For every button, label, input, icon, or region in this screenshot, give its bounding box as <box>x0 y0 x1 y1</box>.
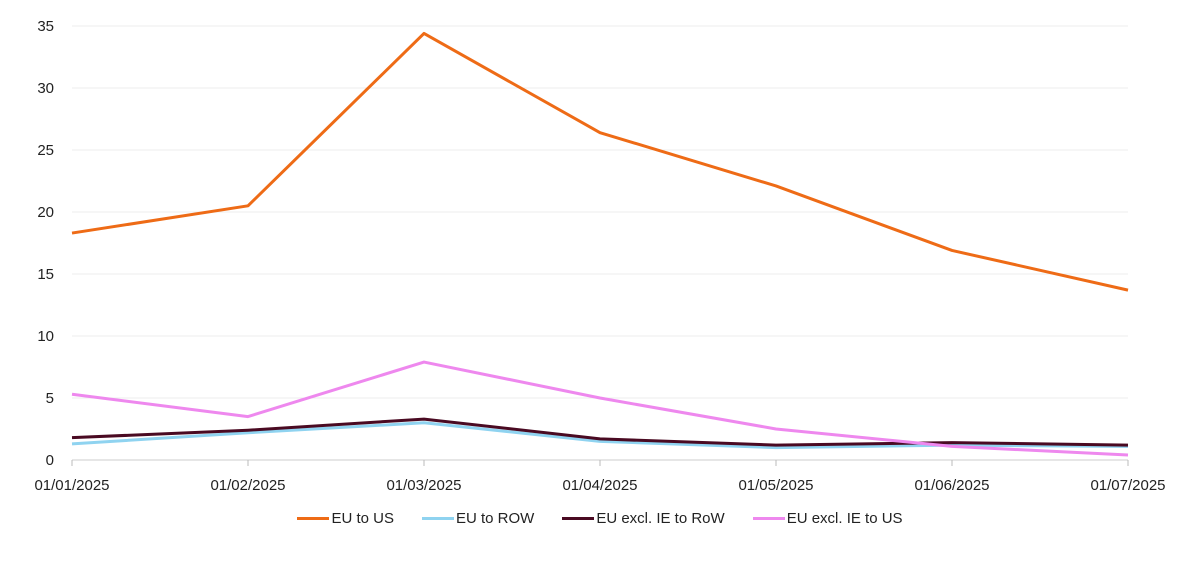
legend-label: EU to ROW <box>455 510 535 527</box>
y-tick-label: 20 <box>37 204 54 221</box>
y-tick-label: 10 <box>37 328 54 345</box>
gridlines <box>72 25 1128 399</box>
legend-item: EU to US <box>297 510 394 527</box>
series-lines <box>71 31 1129 457</box>
legend-label: EU excl. IE to US <box>786 510 903 527</box>
y-tick-label: 30 <box>37 80 54 97</box>
x-axis: 01/01/2025 01/02/2025 01/03/2025 01/04/2025… <box>34 459 1166 494</box>
legend: EU to US EU to ROW EU excl. IE to RoW EU ex… <box>0 510 1200 527</box>
x-tick-label: 01/04/2025 <box>562 477 637 494</box>
line-chart: 0 5 10 15 20 25 30 35 01/01/2025 01/02/2025 01/03… <box>34 18 1166 494</box>
legend-swatch <box>752 517 785 520</box>
y-axis-ticks: 0 5 10 15 20 25 30 35 <box>37 18 54 469</box>
series-line-eu-to-us <box>71 31 1129 292</box>
legend-label: EU to US <box>331 510 394 527</box>
legend-item: EU to ROW <box>421 510 535 527</box>
x-tick-label: 01/05/2025 <box>738 477 813 494</box>
legend-item: EU excl. IE to RoW <box>562 510 725 527</box>
y-tick-label: 15 <box>37 266 54 283</box>
x-tick-label: 01/03/2025 <box>386 477 461 494</box>
y-tick-label: 0 <box>46 452 54 469</box>
legend-item: EU excl. IE to US <box>752 510 903 527</box>
series-line-eu-excl-ie-to-row <box>71 417 1129 447</box>
y-tick-label: 5 <box>46 390 54 407</box>
x-tick-label: 01/07/2025 <box>1090 477 1165 494</box>
legend-swatch <box>421 517 454 520</box>
legend-swatch <box>562 517 595 520</box>
y-tick-label: 25 <box>37 142 54 159</box>
legend-swatch <box>297 517 330 520</box>
x-tick-label: 01/02/2025 <box>210 477 285 494</box>
legend-label: EU excl. IE to RoW <box>596 510 725 527</box>
series-line-eu-excl-ie-to-us <box>71 360 1129 457</box>
x-tick-label: 01/06/2025 <box>914 477 989 494</box>
y-tick-label: 35 <box>37 18 54 35</box>
x-tick-label: 01/01/2025 <box>34 477 109 494</box>
